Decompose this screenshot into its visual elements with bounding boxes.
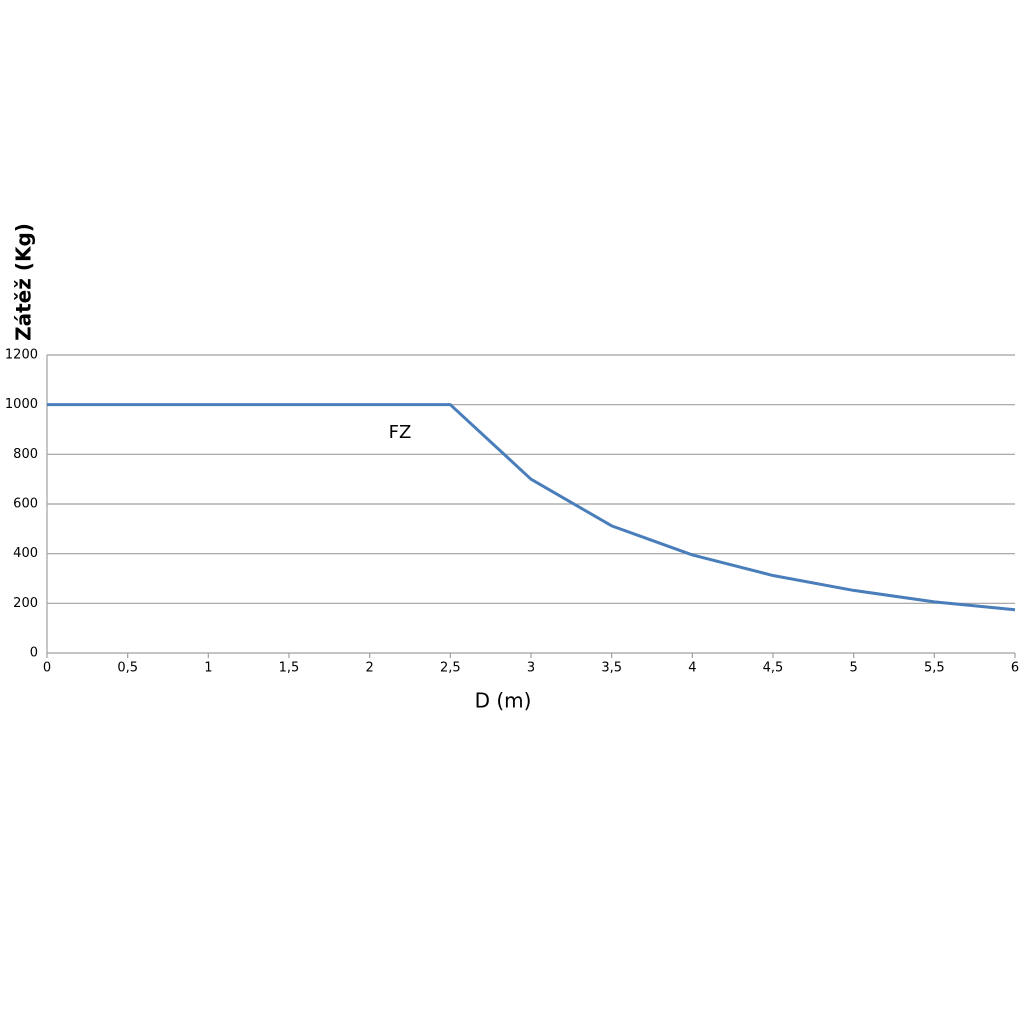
y-tick-label: 0	[30, 646, 38, 661]
x-tick-label: 5,5	[924, 661, 945, 676]
x-tick-label: 3,5	[601, 661, 622, 676]
x-tick-label: 6	[1011, 661, 1019, 676]
x-tick-label: 0	[43, 661, 51, 676]
x-tick-label: 1	[204, 661, 212, 676]
x-tick-label: 1,5	[279, 661, 300, 676]
y-tick-label: 400	[13, 546, 38, 561]
y-axis-label: Zátěž (Kg)	[12, 223, 36, 341]
x-tick-label: 4,5	[763, 661, 784, 676]
x-tick-label: 2,5	[440, 661, 461, 676]
data-line	[47, 403, 1016, 612]
y-tick-label: 800	[13, 447, 38, 462]
x-axis-label: D (m)	[475, 689, 532, 713]
y-tick-label: 200	[13, 596, 38, 611]
x-tick-label: 2	[366, 661, 374, 676]
x-tick-label: 4	[688, 661, 696, 676]
x-tick-label: 3	[527, 661, 535, 676]
y-tick-label: 600	[13, 497, 38, 512]
annotation: FZ	[389, 422, 412, 443]
x-tick-label: 5	[850, 661, 858, 676]
y-tick-label: 1200	[5, 348, 38, 363]
x-tick-label: 0,5	[117, 661, 138, 676]
y-tick-label: 1000	[5, 397, 38, 412]
